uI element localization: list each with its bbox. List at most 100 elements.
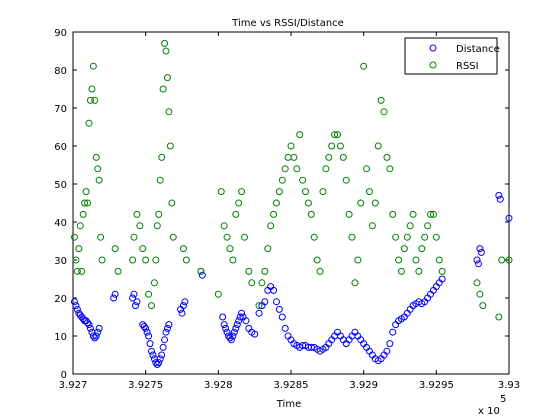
- y-tick-label: 90: [54, 28, 67, 39]
- data-point-rssi: [395, 256, 403, 264]
- data-point-rssi: [392, 233, 400, 241]
- data-point-distance: [146, 340, 154, 348]
- data-point-rssi: [214, 290, 222, 298]
- data-point-rssi: [92, 153, 100, 161]
- data-point-rssi: [403, 233, 411, 241]
- data-point-rssi: [360, 62, 368, 70]
- data-point-distance: [251, 330, 259, 338]
- data-point-rssi: [325, 153, 333, 161]
- data-point-rssi: [296, 131, 304, 139]
- data-point-rssi: [438, 267, 446, 275]
- data-point-rssi: [223, 233, 231, 241]
- data-point-rssi: [240, 233, 248, 241]
- data-point-rssi: [505, 256, 513, 264]
- data-point-distance: [223, 328, 231, 336]
- data-point-rssi: [429, 210, 437, 218]
- data-point-rssi: [432, 233, 440, 241]
- data-point-distance: [476, 245, 484, 253]
- data-point-rssi: [302, 188, 310, 196]
- data-point-distance: [129, 294, 137, 302]
- data-point-rssi: [281, 165, 289, 173]
- data-point-rssi: [220, 222, 228, 230]
- data-point-distance: [496, 195, 504, 203]
- data-point-distance: [72, 302, 80, 310]
- legend-marker-distance: [429, 44, 437, 52]
- x-axis-exponent-base: x 10: [478, 406, 500, 417]
- data-point-rssi: [389, 210, 397, 218]
- data-point-distance: [179, 302, 187, 310]
- data-point-rssi: [287, 142, 295, 150]
- data-point-distance: [163, 324, 171, 332]
- data-point-rssi: [179, 245, 187, 253]
- data-point-distance: [162, 328, 170, 336]
- x-tick-label: 3.928: [204, 380, 233, 391]
- data-point-rssi: [86, 96, 94, 104]
- data-point-distance: [495, 191, 503, 199]
- data-point-rssi: [255, 302, 263, 310]
- data-point-rssi: [159, 85, 167, 93]
- data-point-rssi: [342, 176, 350, 184]
- data-point-rssi: [336, 142, 344, 150]
- x-tick-label: 3.9275: [128, 380, 163, 391]
- data-point-rssi: [495, 313, 503, 321]
- data-point-distance: [272, 298, 280, 306]
- data-point-distance: [232, 324, 240, 332]
- y-tick-label: 50: [54, 180, 67, 191]
- data-point-distance: [142, 324, 150, 332]
- data-point-rssi: [368, 222, 376, 230]
- data-point-distance: [161, 336, 169, 344]
- data-point-rssi: [165, 108, 173, 116]
- data-point-rssi: [498, 256, 506, 264]
- data-point-rssi: [245, 267, 253, 275]
- data-point-rssi: [435, 256, 443, 264]
- data-point-distance: [94, 328, 102, 336]
- data-point-distance: [178, 309, 186, 317]
- data-point-rssi: [278, 176, 286, 184]
- data-point-distance: [133, 298, 141, 306]
- data-point-distance: [275, 305, 283, 313]
- data-point-rssi: [72, 256, 80, 264]
- data-point-rssi: [299, 176, 307, 184]
- y-tick-label: 80: [54, 66, 67, 77]
- data-point-distance: [110, 294, 118, 302]
- x-axis: 3.927 3.9275 3.928 3.9285 3.929 3.9295 3.93: [59, 32, 520, 391]
- y-tick-label: 70: [54, 104, 67, 115]
- data-point-rssi: [95, 176, 103, 184]
- data-point-rssi: [264, 245, 272, 253]
- legend-label-rssi: RSSI: [456, 61, 479, 72]
- data-point-rssi: [304, 199, 312, 207]
- data-point-rssi: [94, 165, 102, 173]
- x-axis-label: Time: [276, 399, 301, 410]
- data-point-distance: [155, 359, 163, 367]
- data-point-rssi: [261, 267, 269, 275]
- data-point-distance: [149, 351, 157, 359]
- data-point-rssi: [82, 188, 90, 196]
- data-point-distance: [153, 361, 161, 368]
- data-point-distance: [143, 328, 151, 336]
- data-point-distance: [140, 323, 148, 330]
- x-axis-exponent-power: 5: [500, 394, 506, 405]
- data-point-rssi: [258, 279, 266, 287]
- data-point-rssi: [270, 210, 278, 218]
- legend-marker-rssi: [429, 61, 437, 69]
- data-point-rssi: [331, 131, 339, 139]
- legend-label-distance: Distance: [456, 44, 500, 55]
- data-point-rssi: [232, 210, 240, 218]
- data-point-distance: [230, 328, 238, 336]
- data-point-rssi: [98, 256, 106, 264]
- data-point-rssi: [479, 302, 487, 310]
- x-tick-label: 3.9295: [419, 380, 454, 391]
- data-point-rssi: [418, 245, 426, 253]
- y-tick-label: 30: [54, 256, 67, 267]
- data-point-rssi: [307, 210, 315, 218]
- data-point-distance: [278, 313, 286, 321]
- data-point-distance: [281, 324, 289, 332]
- data-point-distance: [270, 286, 278, 294]
- data-point-rssi: [129, 256, 137, 264]
- data-point-rssi: [226, 245, 234, 253]
- data-point-rssi: [473, 279, 481, 287]
- data-point-rssi: [97, 233, 105, 241]
- data-point-distance: [70, 298, 78, 306]
- data-point-rssi: [79, 210, 87, 218]
